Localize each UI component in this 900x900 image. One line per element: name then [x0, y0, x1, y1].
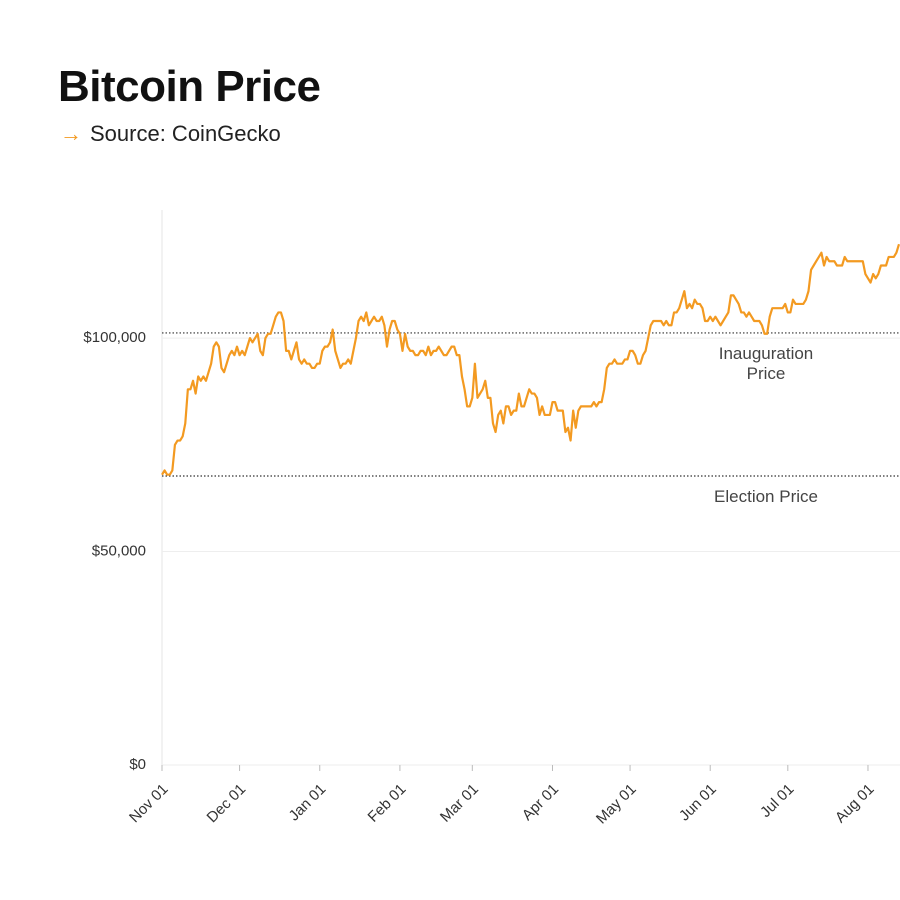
x-tick-label: May 01	[593, 781, 640, 828]
chart-title: Bitcoin Price	[58, 62, 321, 111]
x-tick-label: Aug 01	[832, 781, 878, 827]
x-tick-label: Nov 01	[126, 781, 172, 827]
arrow-icon: →	[60, 121, 82, 146]
x-tick-label: Jun 01	[676, 781, 720, 825]
reference-label: Inauguration Price	[718, 343, 814, 383]
x-tick-label: Dec 01	[204, 781, 250, 827]
y-tick-label: $0	[129, 756, 146, 773]
y-tick-label: $100,000	[83, 329, 146, 346]
x-tick-label: Jan 01	[286, 781, 330, 825]
x-tick-label: Feb 01	[364, 781, 409, 826]
subtitle: Source: CoinGecko	[90, 121, 281, 146]
subtitle-row: → Source: CoinGecko	[60, 121, 281, 147]
price-line	[161, 243, 900, 476]
y-tick-label: $50,000	[92, 543, 146, 560]
x-tick-label: Jul 01	[757, 781, 797, 821]
x-tick-label: Apr 01	[519, 781, 562, 824]
reference-label: Election Price	[714, 486, 818, 506]
x-tick-label: Mar 01	[437, 781, 482, 826]
